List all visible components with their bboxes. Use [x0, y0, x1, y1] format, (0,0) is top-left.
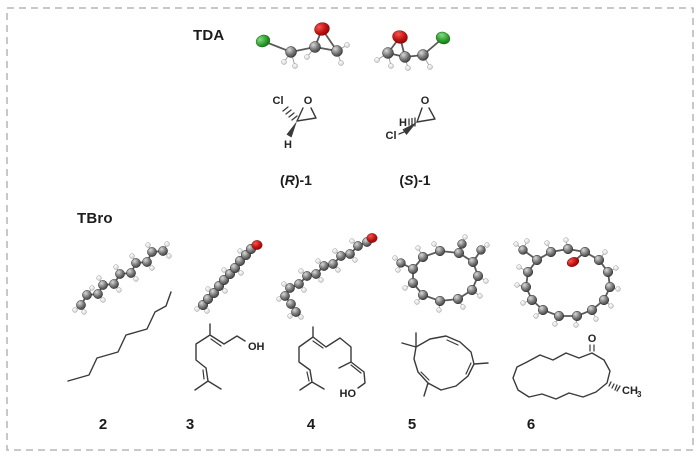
compound-number-6: 6 — [526, 416, 536, 433]
compound-number-2: 2 — [98, 416, 108, 433]
ortep-model-1r — [255, 22, 350, 69]
skeletal-structure-1s: O H Cl — [386, 95, 436, 142]
caption-compound-1s: (S)-1 — [375, 172, 455, 188]
skeletal-structure-1r: Cl H O — [273, 95, 317, 151]
hydrogen-label: H — [399, 117, 407, 129]
compound-number-3: 3 — [185, 416, 195, 433]
skeletal-structure-2 — [67, 291, 172, 382]
caption-suffix: )-1 — [413, 172, 431, 188]
ortep-model-6 — [513, 237, 621, 328]
oxygen-atom — [366, 233, 378, 243]
compound-number-5: 5 — [407, 416, 417, 433]
tda-section-label: TDA — [193, 27, 225, 44]
chlorine-atom — [435, 31, 451, 45]
oxygen-atom — [251, 240, 263, 250]
skeletal-structure-6: O CH 3 — [512, 333, 642, 400]
oxygen-atom — [314, 22, 330, 36]
hydrogen-label: H — [284, 139, 292, 151]
caption-suffix: )-1 — [294, 172, 312, 188]
oxygen-label: O — [588, 333, 597, 345]
skeletal-structure-5 — [401, 332, 489, 397]
chlorine-label: Cl — [386, 130, 397, 142]
caption-paren: ( — [399, 172, 405, 188]
methyl-label: CH — [622, 385, 638, 397]
tbro-section-label: TBro — [77, 210, 113, 227]
oxygen-label: O — [421, 95, 430, 107]
ortep-model-5 — [392, 234, 490, 313]
oxygen-atom — [392, 30, 408, 44]
compound-number-4: 4 — [306, 416, 316, 433]
hydroxyl-label: OH — [248, 341, 265, 353]
ortep-model-3 — [194, 240, 263, 314]
caption-paren: ( — [280, 172, 285, 188]
hydroxyl-label: HO — [340, 388, 357, 400]
ortep-model-4 — [276, 233, 378, 320]
chlorine-atom — [255, 34, 271, 48]
caption-compound-1r: (R)-1 — [256, 172, 336, 188]
skeletal-structure-3: OH — [194, 323, 265, 391]
oxygen-label: O — [304, 95, 313, 107]
skeletal-structure-4: HO — [298, 326, 366, 400]
ortep-model-1s — [374, 30, 451, 71]
ortep-model-2 — [72, 241, 172, 315]
chlorine-label: Cl — [273, 95, 284, 107]
figure-border — [6, 7, 694, 451]
oxygen-atom — [566, 257, 580, 267]
stereo-descriptor: R — [284, 172, 295, 188]
stereo-descriptor: S — [404, 172, 414, 188]
methyl-subscript: 3 — [637, 390, 642, 399]
